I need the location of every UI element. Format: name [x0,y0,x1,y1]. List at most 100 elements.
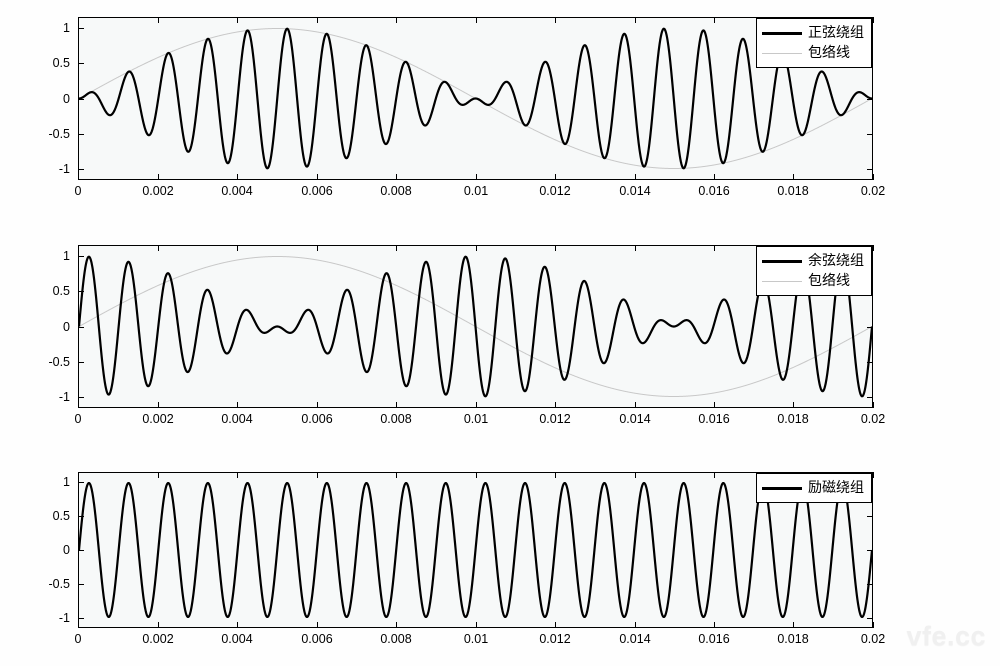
y-tick-mark [78,618,84,619]
y-tick-label: 0.5 [52,508,70,523]
legend-label-sine: 正弦绕组 [808,25,864,41]
x-tick-mark [158,472,159,478]
x-tick-mark [476,472,477,478]
subplot-cosine-winding: 0 0.002 0.004 0.006 0.008 0.01 0.012 0.014 0.016… [48,245,885,425]
x-tick-label: 0.018 [777,632,809,646]
x-tick-label: 0.002 [142,632,174,646]
legend-line-icon-sine [762,31,802,35]
x-tick-mark [476,174,477,180]
x-tick-mark [396,622,397,628]
x-tick-mark [158,402,159,408]
y-tick-mark [78,63,84,64]
x-tick-mark [317,174,318,180]
legend-entry-cosine: 余弦绕组 [762,251,864,271]
y-tick-mark [867,516,873,517]
y-tick-label: 1 [63,474,70,489]
x-tick-mark [317,402,318,408]
x-tick-label: 0.004 [221,184,253,198]
x-tick-label: 0.016 [698,412,730,426]
x-tick-label: 0.004 [221,412,253,426]
y-tick-label: -0.5 [48,576,70,591]
legend-box-2[interactable]: 余弦绕组 包络线 [756,246,872,296]
x-tick-mark [635,17,636,23]
legend-line-icon-envelope [762,52,802,54]
watermark: vfe.cc [906,621,986,651]
x-tick-mark [873,174,874,180]
y-tick-mark [78,327,84,328]
x-tick-mark [158,245,159,251]
x-tick-label: 0.02 [860,184,886,198]
legend-box-1[interactable]: 正弦绕组 包络线 [756,18,872,68]
x-tick-mark [317,17,318,23]
x-tick-mark [476,622,477,628]
waveform-path [79,29,872,169]
x-tick-mark [714,622,715,628]
x-tick-mark [158,17,159,23]
x-tick-label: 0.01 [463,412,489,426]
x-tick-mark [555,472,556,478]
x-tick-mark [714,245,715,251]
x-tick-label: 0.014 [619,184,651,198]
x-tick-mark [396,245,397,251]
x-tick-mark [237,245,238,251]
x-tick-label: 0.006 [301,632,333,646]
x-tick-mark [237,622,238,628]
x-tick-mark [555,174,556,180]
y-tick-mark [867,99,873,100]
legend-entry-envelope-2: 包络线 [762,271,864,291]
waveform-plot-1 [79,18,872,179]
x-tick-mark [714,472,715,478]
x-tick-label: 0.008 [380,412,412,426]
legend-label-envelope: 包络线 [808,45,850,61]
x-tick-mark [714,17,715,23]
x-tick-mark [396,402,397,408]
y-tick-label: -1 [58,161,70,176]
x-tick-label: 0 [74,412,82,426]
x-tick-mark [635,622,636,628]
x-tick-mark [396,472,397,478]
y-tick-mark [78,584,84,585]
x-tick-mark [78,622,79,628]
x-tick-mark [78,245,79,251]
x-tick-label: 0.01 [463,632,489,646]
x-tick-mark [78,472,79,478]
x-tick-label: 0.006 [301,412,333,426]
x-tick-mark [78,17,79,23]
x-tick-mark [476,245,477,251]
x-tick-mark [793,622,794,628]
subplot-sine-winding: 0 0.002 0.004 0.006 0.008 0.01 0.012 0.014 0.016… [48,17,885,197]
y-tick-mark [78,397,84,398]
x-tick-mark [396,17,397,23]
x-tick-mark [555,622,556,628]
x-tick-label: 0.004 [221,632,253,646]
x-tick-label: 0.02 [860,632,886,646]
x-tick-mark [317,245,318,251]
legend-line-icon-envelope-2 [762,280,802,282]
legend-line-icon-excitation [762,486,802,490]
x-tick-label: 0.014 [619,632,651,646]
y-tick-label: 0 [63,319,70,334]
y-tick-mark [867,397,873,398]
y-tick-mark [78,516,84,517]
y-tick-mark [867,618,873,619]
x-tick-mark [793,174,794,180]
legend-label-excitation: 励磁绕组 [808,480,864,496]
x-tick-mark [237,17,238,23]
x-tick-mark [873,17,874,23]
y-tick-label: 0 [63,542,70,557]
x-tick-mark [635,245,636,251]
legend-box-3[interactable]: 励磁绕组 [756,473,872,503]
legend-entry-excitation: 励磁绕组 [762,478,864,498]
x-tick-mark [317,622,318,628]
x-tick-mark [555,402,556,408]
x-tick-mark [237,402,238,408]
x-tick-label: 0.008 [380,184,412,198]
x-tick-label: 0.018 [777,412,809,426]
x-tick-mark [635,174,636,180]
x-tick-label: 0.014 [619,412,651,426]
x-tick-mark [237,472,238,478]
x-tick-label: 0.02 [860,412,886,426]
x-tick-label: 0.016 [698,632,730,646]
subplot-excitation-winding: 0 0.002 0.004 0.006 0.008 0.01 0.012 0.014 0.016… [48,472,885,645]
